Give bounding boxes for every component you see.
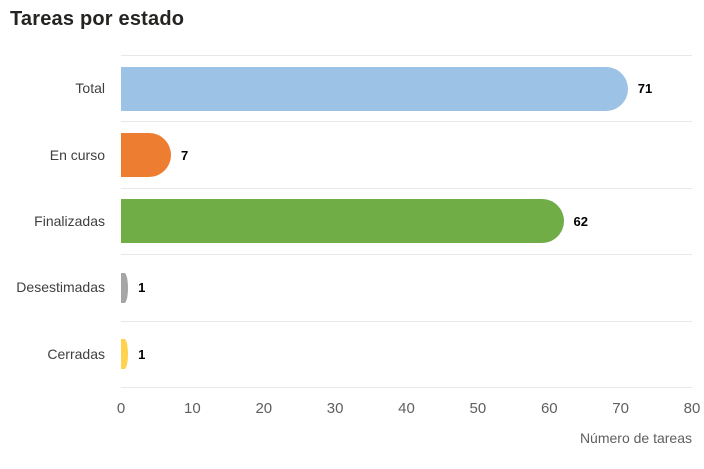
x-axis-ticks: 0 10 20 30 40 50 60 70 80 bbox=[117, 400, 701, 420]
bar-value-label: 1 bbox=[138, 346, 146, 362]
bar-total[interactable] bbox=[121, 66, 628, 111]
bar-value-label: 7 bbox=[181, 147, 189, 163]
x-tick-label: 10 bbox=[184, 400, 201, 417]
bar-value-label: 1 bbox=[138, 280, 146, 296]
category-label-desestimadas: Desestimadas bbox=[16, 279, 105, 296]
bar-en-curso[interactable] bbox=[121, 133, 171, 178]
chart-row: 71 bbox=[121, 55, 692, 121]
category-label-en-curso: En curso bbox=[49, 146, 105, 163]
bar-finalizadas[interactable] bbox=[121, 199, 564, 244]
x-tick-label: 60 bbox=[540, 400, 558, 417]
chart-row: 1 bbox=[121, 254, 692, 320]
x-tick-label: 0 bbox=[116, 400, 126, 417]
bar-desestimadas[interactable] bbox=[121, 272, 129, 303]
bar-cerradas[interactable] bbox=[121, 339, 129, 370]
plot-area: 71 7 62 1 1 bbox=[121, 55, 692, 388]
x-tick-label: 20 bbox=[255, 400, 273, 417]
x-tick-label: 40 bbox=[398, 400, 415, 417]
bar-value-label: 71 bbox=[637, 81, 653, 97]
x-tick-label: 70 bbox=[612, 400, 629, 417]
x-axis-title: Número de tareas bbox=[579, 430, 692, 446]
x-tick-label: 30 bbox=[326, 400, 344, 417]
category-label-total: Total bbox=[75, 80, 105, 97]
x-tick-label: 50 bbox=[469, 400, 487, 417]
x-tick-label: 80 bbox=[683, 400, 701, 417]
chart-row: 7 bbox=[121, 121, 692, 187]
category-label-finalizadas: Finalizadas bbox=[34, 212, 105, 229]
chart-row: 1 bbox=[121, 320, 692, 387]
chart-row: 62 bbox=[121, 187, 692, 254]
category-label-cerradas: Cerradas bbox=[47, 345, 105, 362]
chart-title: Tareas por estado bbox=[10, 8, 185, 30]
bar-value-label: 62 bbox=[573, 213, 588, 229]
category-axis: Total En curso Finalizadas Desestimadas Cerr… bbox=[0, 55, 105, 387]
